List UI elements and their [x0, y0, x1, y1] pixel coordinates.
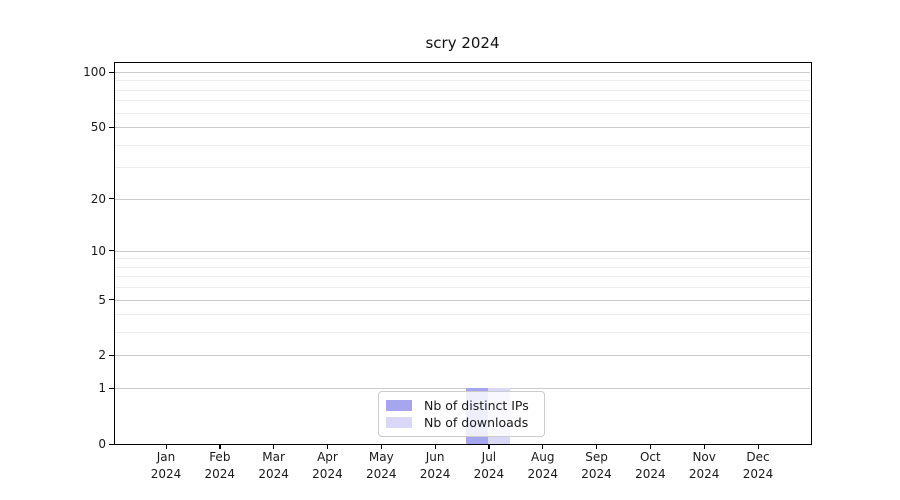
legend-label: Nb of distinct IPs	[424, 398, 529, 413]
y-tick-label: 50	[90, 120, 106, 135]
y-tick-label: 2	[98, 348, 106, 363]
x-tick-label: Oct 2024	[635, 450, 666, 481]
legend-label: Nb of downloads	[424, 415, 529, 430]
x-tick	[703, 444, 705, 449]
legend-item: Nb of distinct IPs	[386, 397, 544, 414]
legend: Nb of distinct IPs Nb of downloads	[378, 391, 545, 437]
gridline-minor	[115, 112, 810, 114]
y-tick	[109, 198, 114, 200]
x-tick	[273, 444, 275, 449]
y-tick	[109, 354, 114, 357]
gridline-minor	[115, 314, 810, 316]
gridline-major	[115, 355, 810, 357]
y-tick	[109, 387, 114, 389]
legend-swatch	[386, 400, 412, 411]
x-tick-label: Jul 2024	[473, 450, 505, 481]
x-tick-label: May 2024	[365, 450, 397, 481]
x-tick	[596, 444, 598, 449]
x-tick-label: Apr 2024	[312, 450, 343, 481]
y-tick	[109, 250, 114, 252]
gridline-minor	[115, 144, 810, 146]
x-tick	[649, 444, 652, 449]
x-tick-label: Dec 2024	[742, 450, 774, 481]
gridline-minor	[115, 100, 810, 102]
x-tick	[488, 444, 490, 449]
x-tick-label: Jan 2024	[150, 450, 182, 481]
gridline-minor	[115, 258, 810, 260]
x-tick	[165, 444, 167, 449]
gridline-minor	[115, 332, 810, 334]
gridline-major	[115, 198, 810, 200]
y-tick-label: 20	[90, 191, 106, 206]
y-tick-label: 100	[83, 65, 106, 80]
x-tick	[219, 444, 221, 449]
gridline-major	[115, 72, 810, 74]
x-tick	[542, 444, 544, 449]
gridline-minor	[115, 287, 810, 289]
gridline-major	[115, 299, 810, 301]
y-tick-label: 10	[90, 243, 106, 258]
y-tick-label: 0	[98, 437, 106, 451]
gridline-major	[115, 388, 810, 390]
legend-swatch	[386, 417, 412, 428]
y-tick	[109, 126, 114, 128]
gridline-minor	[115, 89, 810, 91]
x-tick-label: Aug 2024	[527, 450, 558, 481]
x-tick	[380, 444, 382, 449]
gridline-minor	[115, 167, 810, 169]
x-tick	[326, 444, 329, 449]
x-tick-label: Feb 2024	[204, 450, 236, 481]
x-tick	[757, 444, 759, 449]
chart-title: scry 2024	[425, 34, 500, 52]
x-tick-label: Sep 2024	[581, 450, 612, 481]
y-tick	[109, 71, 114, 73]
x-tick	[434, 444, 436, 449]
y-tick	[109, 299, 114, 301]
y-tick-label: 5	[98, 292, 106, 307]
x-tick-label: Mar 2024	[258, 450, 289, 481]
gridline-minor	[115, 266, 810, 268]
gridline-major	[115, 127, 810, 129]
gridline-major	[115, 250, 810, 252]
x-tick-label: Jun 2024	[419, 450, 451, 481]
gridline-minor	[115, 276, 810, 278]
y-tick	[109, 443, 114, 445]
gridline-minor	[115, 80, 810, 82]
y-tick-label: 1	[98, 381, 106, 396]
legend-item: Nb of downloads	[386, 414, 544, 431]
x-tick-label: Nov 2024	[688, 450, 720, 481]
